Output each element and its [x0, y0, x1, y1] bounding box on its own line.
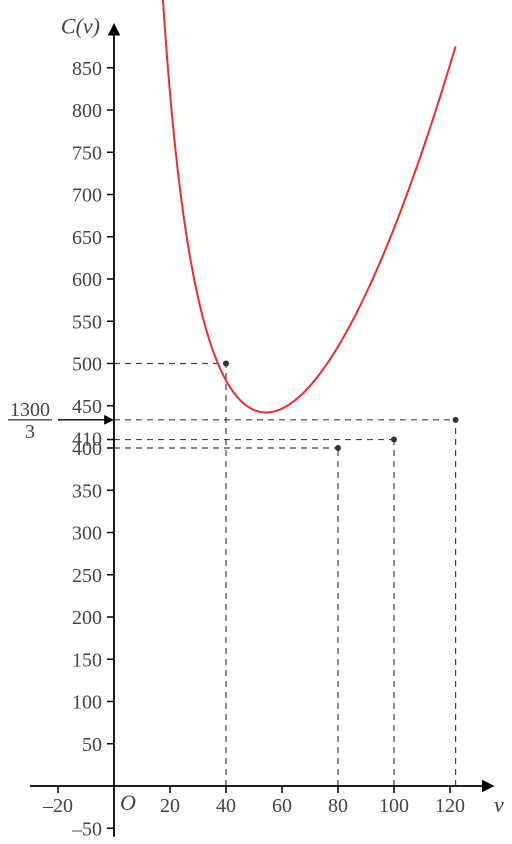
- x-tick-label: 40: [216, 795, 236, 817]
- y-axis-label: C(v): [61, 14, 100, 39]
- x-tick-label: 120: [435, 795, 465, 817]
- y-tick-label: 250: [72, 565, 102, 587]
- y-tick-label-410: 410: [72, 429, 102, 451]
- y-tick-label: 100: [72, 692, 102, 714]
- x-tick-label: –20: [42, 795, 73, 817]
- y-tick-label: 750: [72, 142, 102, 164]
- marked-point: [391, 437, 397, 443]
- y-tick-label: 650: [72, 227, 102, 249]
- x-tick-label: 60: [272, 795, 292, 817]
- y-tick-label: 700: [72, 185, 102, 207]
- origin-label: O: [120, 790, 136, 815]
- x-tick-label: 20: [160, 795, 180, 817]
- y-tick-label: 300: [72, 523, 102, 545]
- curve: [163, 0, 456, 412]
- marked-point: [453, 417, 459, 423]
- fraction-numerator: 1300: [10, 399, 50, 421]
- fraction-denominator: 3: [25, 421, 35, 443]
- y-tick-label: 550: [72, 311, 102, 333]
- y-tick-label: 500: [72, 354, 102, 376]
- y-tick-label: 450: [72, 396, 102, 418]
- y-tick-label: 600: [72, 269, 102, 291]
- chart-container: –2020406080100120–5050100150200250300350…: [0, 0, 512, 844]
- y-tick-label: 350: [72, 480, 102, 502]
- marked-point: [223, 361, 229, 367]
- y-tick-label: 150: [72, 649, 102, 671]
- y-tick-label: 850: [72, 58, 102, 80]
- y-tick-label: 50: [82, 734, 102, 756]
- x-tick-label: 100: [379, 795, 409, 817]
- y-tick-label: –50: [71, 818, 102, 840]
- y-tick-label: 200: [72, 607, 102, 629]
- marked-point: [335, 445, 341, 451]
- x-axis-label: v: [494, 792, 504, 817]
- y-tick-label: 800: [72, 100, 102, 122]
- chart-svg: –2020406080100120–5050100150200250300350…: [0, 0, 512, 844]
- x-tick-label: 80: [328, 795, 348, 817]
